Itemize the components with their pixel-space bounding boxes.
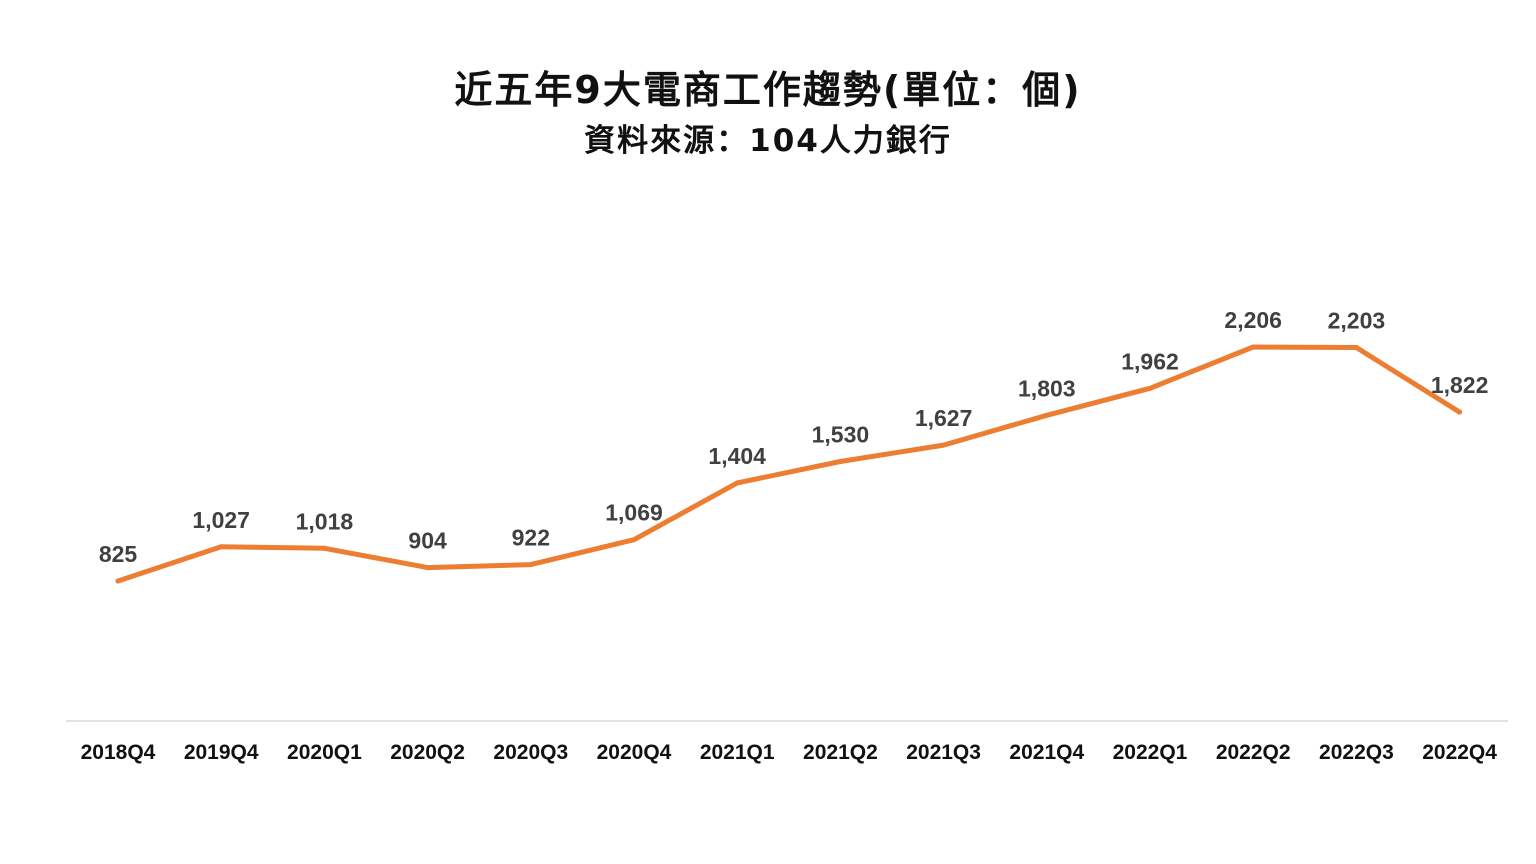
x-tick-label-2020Q4: 2020Q4 [597,741,672,764]
data-point-2022Q4 [1457,409,1463,415]
x-tick-label-2022Q3: 2022Q3 [1319,741,1394,764]
data-label-2020Q3: 922 [512,525,550,551]
chart-subtitle: 資料來源：104人力銀行 [584,123,952,159]
data-label-2022Q3: 2,203 [1328,308,1386,334]
data-point-2022Q2 [1250,344,1256,350]
data-label-2020Q4: 1,069 [605,500,663,526]
x-tick-label-2021Q1: 2021Q1 [700,741,775,764]
data-point-2019Q4 [218,544,224,550]
x-tick-label-2022Q4: 2022Q4 [1422,741,1497,764]
data-point-2020Q1 [321,545,327,551]
data-point-2020Q3 [528,562,534,568]
data-labels: 825 1,027 1,018 904 922 1,069 1,404 1,530 1,627 1… [99,307,1489,584]
data-label-2022Q2: 2,206 [1224,307,1282,333]
x-tick-label-2021Q2: 2021Q2 [803,741,878,764]
data-label-2021Q4: 1,803 [1018,375,1076,401]
data-point-2022Q1 [1147,385,1153,391]
data-label-2019Q4: 1,027 [192,507,250,533]
data-point-2021Q1 [734,480,740,486]
x-tick-label-2021Q3: 2021Q3 [906,741,981,764]
data-label-2020Q1: 1,018 [296,508,354,534]
data-label-2022Q1: 1,962 [1121,348,1179,374]
x-tick-labels: 2018Q4 2019Q4 2020Q1 2020Q2 2020Q3 2020Q4 2021… [81,741,1498,764]
data-point-2020Q4 [631,537,637,543]
data-label-2021Q1: 1,404 [708,443,766,469]
x-tick-label-2022Q1: 2022Q1 [1113,741,1188,764]
x-tick-label-2020Q1: 2020Q1 [287,741,362,764]
data-point-2018Q4 [115,578,121,584]
data-label-2021Q3: 1,627 [915,405,973,431]
x-tick-label-2020Q3: 2020Q3 [493,741,568,764]
data-label-2020Q2: 904 [408,528,447,554]
data-point-2021Q4 [1044,412,1050,418]
chart-title: 近五年9大電商工作趨勢(單位：個) [454,68,1082,112]
data-label-2021Q2: 1,530 [812,422,870,448]
x-tick-label-2019Q4: 2019Q4 [184,741,259,764]
x-tick-label-2022Q2: 2022Q2 [1216,741,1291,764]
x-tick-label-2020Q2: 2020Q2 [390,741,465,764]
x-tick-label-2018Q4: 2018Q4 [81,741,156,764]
data-point-2021Q3 [941,442,947,448]
x-tick-label-2021Q4: 2021Q4 [1009,741,1084,764]
series-line [115,344,1463,584]
data-point-2021Q2 [837,459,843,465]
data-label-2022Q4: 1,822 [1431,372,1489,398]
data-point-2020Q2 [425,565,431,571]
data-label-2018Q4: 825 [99,541,138,567]
data-point-2022Q3 [1353,345,1359,351]
